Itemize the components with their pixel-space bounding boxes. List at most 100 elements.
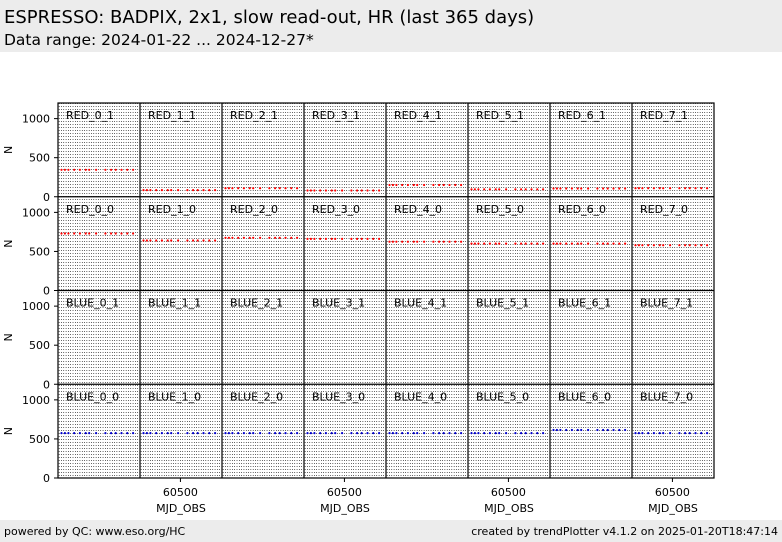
- data-point: [520, 432, 523, 435]
- data-point: [662, 432, 665, 435]
- data-point: [360, 237, 363, 240]
- data-point: [488, 432, 491, 435]
- data-point: [536, 432, 539, 435]
- data-point: [524, 242, 527, 245]
- data-point: [296, 432, 299, 435]
- y-tick-label: 0: [43, 378, 50, 391]
- data-point: [324, 432, 327, 435]
- data-point: [580, 428, 583, 432]
- footer-created-by: created by trendPlotter v4.1.2 on 2025-0…: [471, 525, 778, 538]
- x-tick-label: 60500: [327, 486, 362, 499]
- data-point: [126, 232, 129, 235]
- data-point: [155, 432, 158, 435]
- footer-band: [0, 520, 782, 542]
- panel-label: BLUE_0_1: [66, 297, 119, 310]
- data-point: [416, 432, 419, 435]
- data-point: [237, 236, 240, 239]
- data-point: [214, 239, 217, 242]
- data-point: [634, 187, 637, 190]
- data-point: [460, 432, 463, 435]
- data-point: [60, 168, 63, 171]
- panel-label: BLUE_1_0: [148, 390, 201, 403]
- y-axis-label: N: [2, 240, 15, 248]
- data-point: [155, 239, 158, 242]
- data-point: [524, 188, 527, 191]
- data-point: [634, 432, 637, 435]
- data-point: [624, 187, 627, 190]
- footer-powered-by: powered by QC: www.eso.org/HC: [4, 525, 186, 538]
- data-point: [259, 432, 262, 435]
- data-point: [145, 189, 148, 192]
- data-point: [438, 240, 441, 243]
- y-tick-label: 1000: [22, 394, 50, 407]
- data-point: [313, 432, 316, 435]
- data-point: [88, 232, 91, 235]
- data-point: [170, 239, 173, 242]
- data-point: [95, 232, 98, 235]
- data-point: [641, 432, 644, 435]
- data-point: [618, 242, 621, 245]
- data-point: [186, 432, 189, 435]
- y-tick-label: 500: [29, 339, 50, 352]
- data-point: [669, 432, 672, 435]
- data-point: [63, 232, 66, 235]
- panel-label: RED_0_1: [66, 109, 114, 122]
- data-point: [177, 239, 180, 242]
- data-point: [552, 428, 555, 432]
- data-point: [114, 432, 117, 435]
- data-point: [104, 232, 107, 235]
- data-point: [296, 236, 299, 239]
- data-point: [555, 242, 559, 245]
- x-axis-label: MJD_OBS: [648, 502, 698, 515]
- data-point: [624, 428, 627, 432]
- y-axis-label: N: [2, 427, 15, 435]
- data-point: [104, 432, 107, 435]
- data-point: [306, 189, 309, 192]
- data-point: [360, 189, 363, 192]
- data-point: [678, 244, 681, 247]
- data-point: [202, 432, 205, 435]
- data-point: [454, 432, 457, 435]
- data-point: [542, 188, 545, 191]
- data-point: [313, 237, 316, 240]
- data-point: [110, 432, 113, 435]
- data-point: [637, 187, 641, 190]
- data-point: [406, 183, 409, 187]
- data-point: [126, 168, 129, 171]
- data-point: [536, 188, 539, 191]
- data-point: [142, 189, 145, 192]
- data-point: [612, 242, 615, 245]
- data-point: [104, 168, 107, 171]
- data-point: [647, 432, 650, 435]
- data-point: [530, 432, 533, 435]
- data-point: [477, 242, 480, 245]
- data-point: [155, 189, 158, 192]
- data-point: [612, 187, 615, 190]
- y-tick-label: 0: [43, 285, 50, 298]
- data-point: [149, 239, 152, 242]
- data-point: [448, 183, 451, 187]
- data-point: [401, 183, 404, 187]
- data-point: [334, 189, 337, 192]
- data-point: [432, 240, 435, 243]
- panel-label: BLUE_7_0: [640, 390, 693, 403]
- data-point: [309, 432, 312, 435]
- data-point: [84, 232, 87, 235]
- panel-label: BLUE_2_1: [230, 297, 283, 310]
- data-point: [700, 244, 703, 247]
- data-point: [602, 242, 605, 245]
- data-point: [324, 189, 327, 192]
- data-point: [306, 432, 309, 435]
- y-tick-label: 500: [29, 245, 50, 258]
- data-point: [488, 242, 491, 245]
- data-point: [214, 432, 217, 435]
- data-point: [319, 189, 322, 192]
- x-tick-label: 60500: [491, 486, 526, 499]
- data-point: [350, 189, 353, 192]
- data-point: [334, 432, 337, 435]
- data-point: [641, 244, 644, 247]
- data-point: [73, 168, 76, 171]
- data-point: [110, 232, 113, 235]
- data-point: [494, 188, 497, 191]
